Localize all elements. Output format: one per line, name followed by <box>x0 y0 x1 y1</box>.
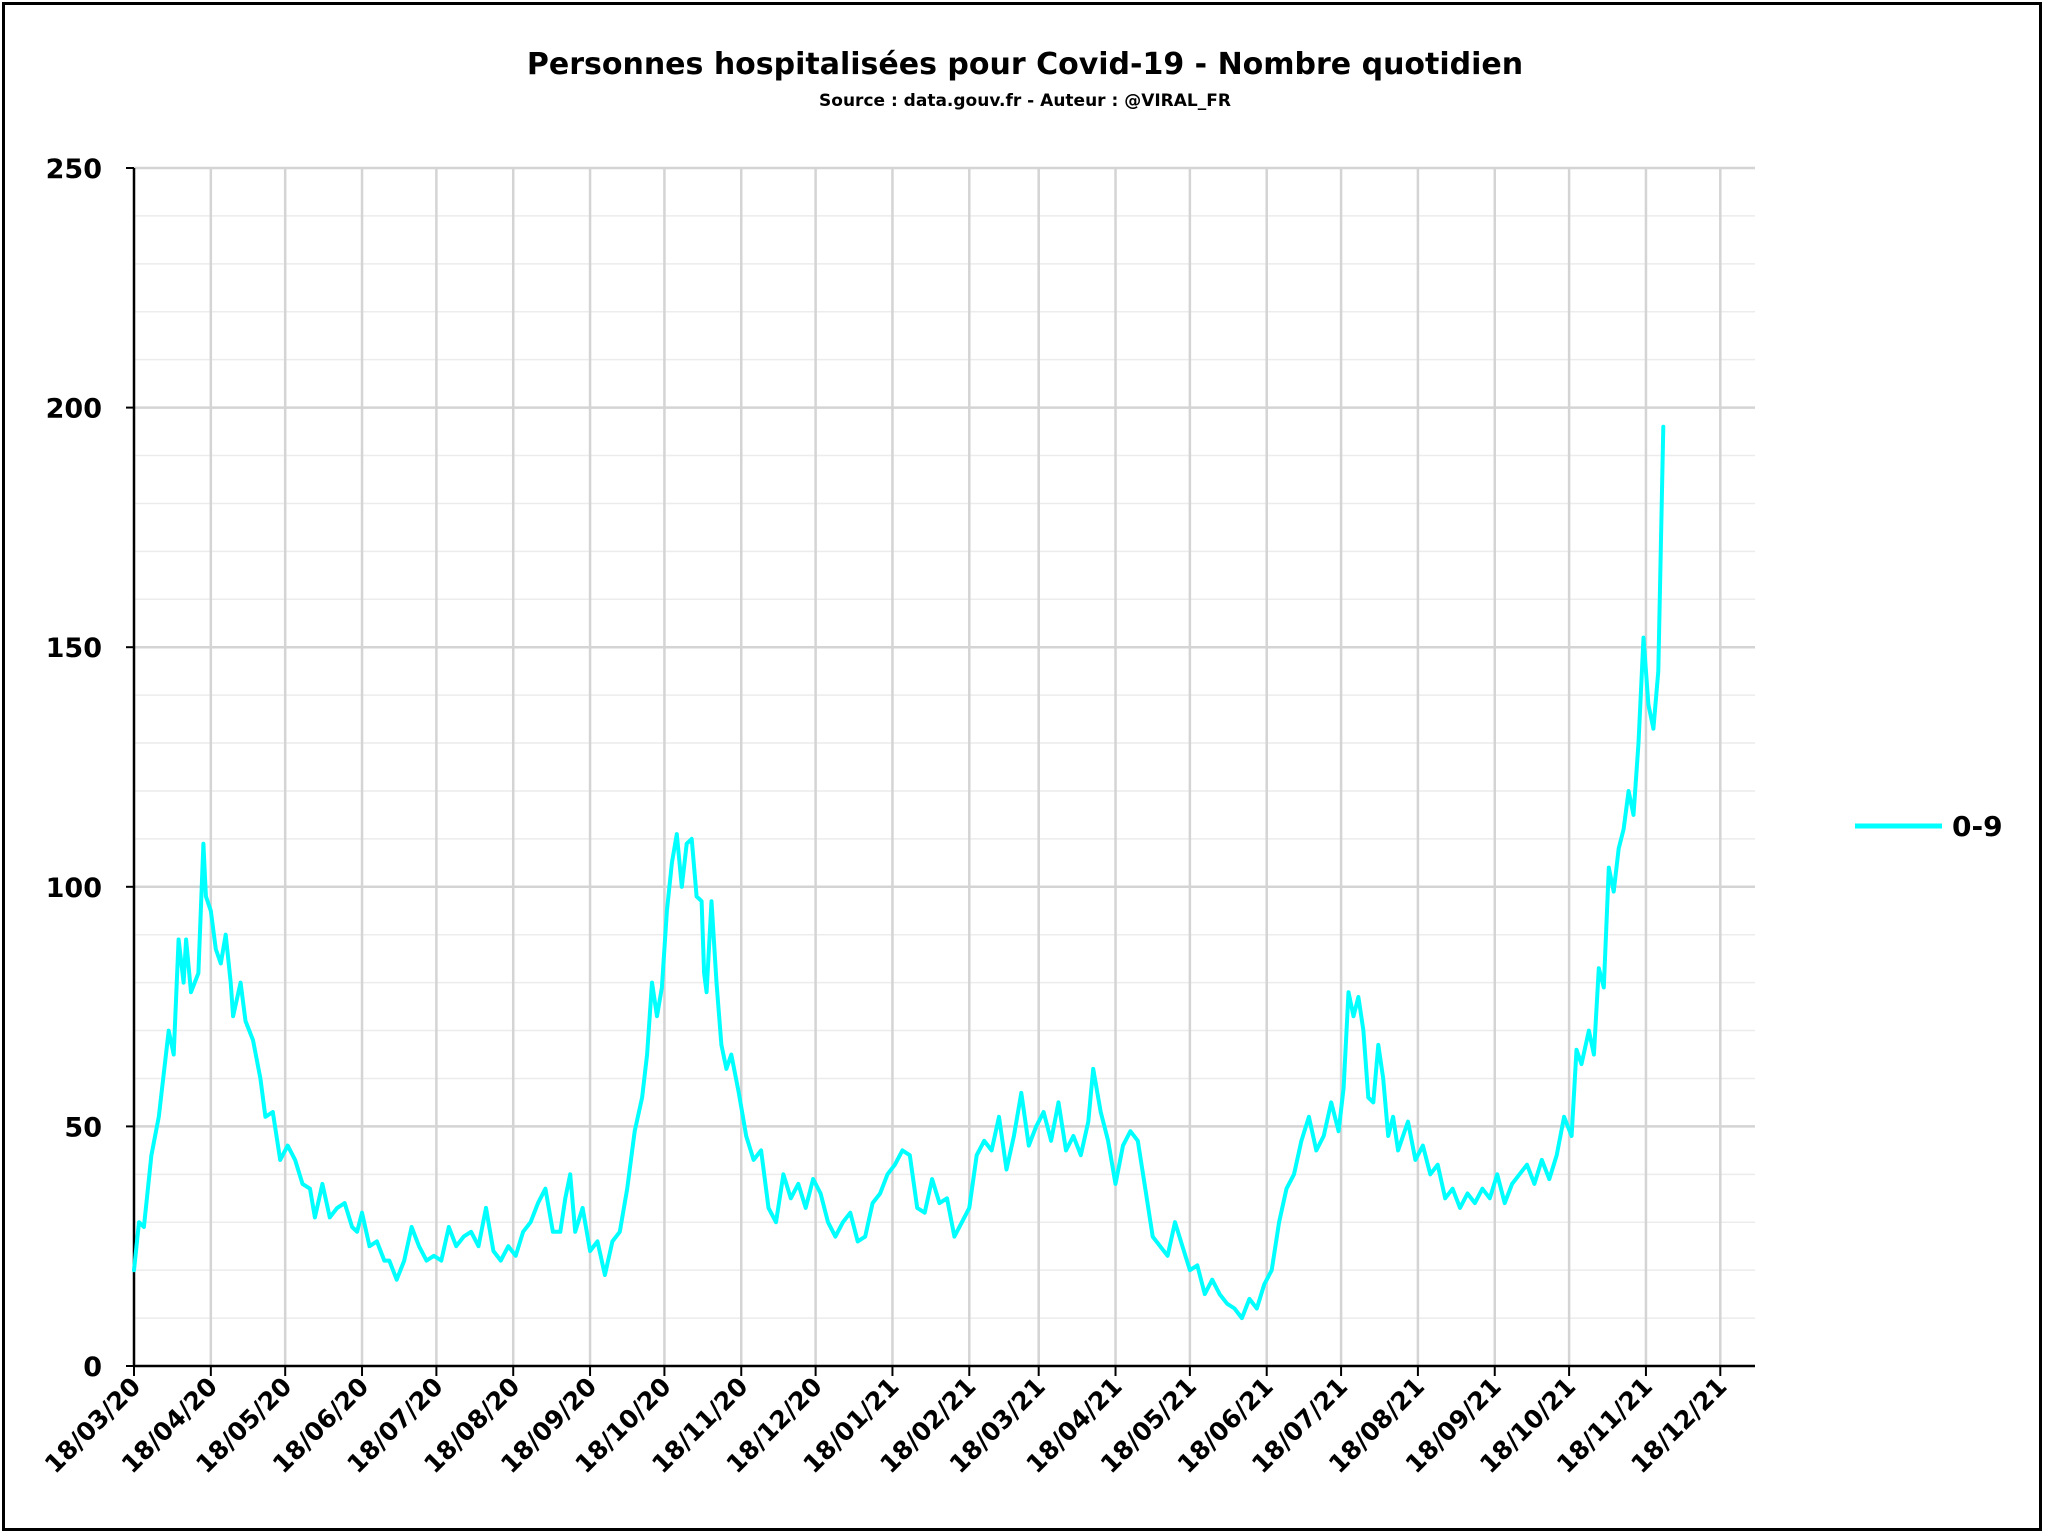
series-line-0-9 <box>132 424 1666 1321</box>
y-tick-label: 50 <box>64 1112 102 1143</box>
major-gridlines <box>134 166 1755 1366</box>
y-tick-label: 150 <box>46 633 102 664</box>
axes <box>126 167 1755 1376</box>
legend-label-0-9: 0-9 <box>1952 810 2003 843</box>
y-tick-label: 100 <box>46 873 102 904</box>
y-tick-label: 200 <box>46 394 102 425</box>
y-axis-labels: 0 50 100 150 200 250 <box>46 154 102 1383</box>
series-layer <box>132 424 1666 1321</box>
x-axis-labels: 18/03/2018/04/2018/05/2018/06/2018/07/20… <box>39 1372 1733 1479</box>
chart-subtitle: Source : data.gouv.fr - Auteur : @VIRAL_… <box>819 91 1231 111</box>
chart-title: Personnes hospitalisées pour Covid-19 - … <box>527 47 1523 82</box>
y-tick-label: 0 <box>83 1352 102 1383</box>
legend: 0-9 <box>1855 810 2003 843</box>
y-tick-label: 250 <box>46 154 102 185</box>
minor-gridlines <box>134 215 1755 1319</box>
